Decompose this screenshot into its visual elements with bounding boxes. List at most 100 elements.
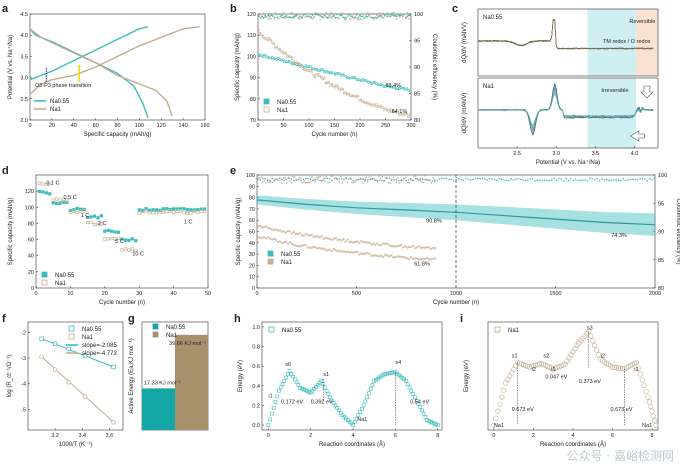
panel-d-rate-label: 0.1 C bbox=[46, 181, 59, 187]
panel-i-energy-point bbox=[499, 394, 505, 400]
panel-d-capacity-point bbox=[92, 214, 97, 218]
panel-e-ce-point bbox=[327, 181, 329, 184]
panel-e-na1-point bbox=[328, 248, 331, 251]
panel-d-capacity-point bbox=[141, 209, 145, 214]
panel-e-ce-point bbox=[309, 178, 312, 181]
panel-d-capacity-point bbox=[44, 191, 48, 195]
panel-e-ce-point bbox=[309, 181, 312, 183]
panel-c-subplot-label: Na1 bbox=[483, 84, 495, 90]
panel-b-ce-point bbox=[398, 16, 401, 18]
panel-e-na1-point bbox=[429, 258, 433, 261]
panel-b-ce-point bbox=[378, 12, 381, 15]
panel-b-ytick-label: 110 bbox=[247, 33, 256, 39]
panel-e-retention: 90.8% bbox=[426, 218, 442, 224]
panel-e-na1-point bbox=[288, 241, 292, 244]
panel-e-na1-point bbox=[256, 225, 260, 228]
panel-e-na1-point bbox=[417, 245, 421, 248]
panel-e-na1-point bbox=[378, 255, 381, 258]
panel-h-energy-point bbox=[361, 403, 366, 408]
panel-b-capacity-point bbox=[364, 101, 367, 104]
panel-b-capacity-point bbox=[329, 84, 332, 87]
panel-e-ce-point bbox=[538, 179, 541, 181]
panel-b-capacity-point bbox=[319, 68, 323, 71]
panel-d-rate-label: 0.5 C bbox=[64, 195, 77, 201]
panel-i-energy-point bbox=[507, 373, 513, 379]
panel-h-ylabel: Energy (eV) bbox=[238, 360, 244, 392]
panel-b-capacity-point bbox=[306, 65, 309, 69]
panel-e-ce-point bbox=[266, 180, 269, 182]
panel-e-na1-point bbox=[328, 237, 331, 240]
panel-b-ce-point bbox=[262, 12, 265, 15]
panel-b-ce-point bbox=[273, 16, 276, 19]
panel-b-capacity-point bbox=[303, 65, 306, 69]
panel-c-highlight-pink bbox=[636, 9, 658, 76]
panel-a-xtick-label: 120 bbox=[157, 123, 166, 129]
panel-e-ce-point bbox=[393, 178, 395, 181]
panel-b-capacity-point bbox=[301, 65, 305, 68]
panel-e-ce-point bbox=[408, 182, 411, 184]
panel-e-na1-point bbox=[322, 237, 325, 240]
panel-e-na1-point bbox=[258, 224, 262, 228]
panel-e-na1-point bbox=[358, 241, 361, 245]
panel-d-capacity-point bbox=[61, 198, 66, 202]
panel-c-xtick-label: 3.5 bbox=[592, 151, 600, 157]
panel-e-na1-point bbox=[390, 245, 393, 248]
panel-b-capacity-point bbox=[322, 77, 326, 80]
panel-h-energy-point bbox=[411, 392, 415, 396]
panel-b-capacity-point bbox=[309, 68, 312, 72]
panel-e-na1-point bbox=[408, 257, 411, 261]
panel-b-ce-point bbox=[296, 14, 299, 16]
panel-e-ce-point bbox=[524, 179, 527, 182]
panel-f-ytick-label: -3 bbox=[21, 356, 26, 362]
panel-e-ce-point bbox=[290, 182, 293, 184]
panel-e-na1-point bbox=[433, 247, 437, 250]
panel-b-ytick-label: 90 bbox=[250, 76, 256, 82]
panel-b-ce-point bbox=[330, 16, 332, 19]
panel-e-ce-point bbox=[268, 181, 270, 184]
panel-e-na1-point bbox=[370, 254, 373, 258]
panel-b-capacity-point bbox=[335, 72, 338, 75]
panel-i-energy-point bbox=[650, 413, 656, 419]
panel-b-ce-point bbox=[281, 14, 283, 17]
panel-e-ce-point bbox=[390, 179, 393, 182]
panel-e-na1-point bbox=[408, 245, 411, 249]
panel-e-na1-point bbox=[302, 234, 305, 237]
panel-e-ce-point bbox=[360, 178, 363, 181]
panel-e-na1-point bbox=[296, 244, 299, 248]
panel-b-ce-point bbox=[343, 16, 346, 19]
panel-e-ce-point bbox=[455, 178, 457, 181]
panel-b-capacity-point bbox=[335, 83, 338, 87]
panel-b-capacity-point bbox=[296, 63, 300, 66]
panel-e-na1-point bbox=[360, 239, 363, 243]
panel-h-xtick-label: 8 bbox=[436, 433, 439, 439]
panel-e-ce-point bbox=[284, 176, 286, 179]
panel-e-ce-point bbox=[344, 176, 347, 179]
panel-i-annotation: 0.673 eV bbox=[611, 407, 633, 413]
panel-b-xtick-label: 100 bbox=[304, 123, 313, 129]
panel-e-ce-point bbox=[603, 178, 606, 181]
panel-b-ce-point bbox=[363, 17, 366, 20]
panel-label-a: a bbox=[2, 3, 9, 15]
panel-a-xtick-label: 100 bbox=[135, 123, 144, 129]
panel-c-xtick-label: 4.0 bbox=[631, 151, 639, 157]
panel-i-annotation: s1 bbox=[512, 354, 518, 360]
panel-e-ce-point bbox=[319, 179, 321, 182]
panel-b-capacity-point bbox=[405, 87, 409, 91]
panel-d-rate-label: 1 C bbox=[184, 219, 193, 225]
panel-e-ce-point bbox=[648, 177, 651, 180]
panel-e-ce-point bbox=[325, 175, 328, 178]
panel-e-na1-point bbox=[414, 246, 417, 250]
panel-b-capacity-point bbox=[274, 56, 277, 60]
panel-f-point bbox=[66, 346, 71, 352]
panel-b-ce-point bbox=[336, 13, 338, 16]
panel-b-ce-point bbox=[394, 12, 397, 15]
panel-b-ce-point bbox=[317, 14, 320, 16]
panel-e-ce-point bbox=[301, 181, 304, 184]
panel-b-ce-point bbox=[360, 18, 363, 20]
panel-i-energy-point bbox=[635, 365, 641, 371]
panel-a-curve bbox=[29, 28, 173, 117]
panel-b-ce-point bbox=[262, 17, 265, 19]
panel-b-y2tick-label: 100 bbox=[414, 12, 423, 18]
panel-e-na1-point bbox=[398, 244, 401, 247]
panel-e-ce-point bbox=[433, 179, 436, 181]
